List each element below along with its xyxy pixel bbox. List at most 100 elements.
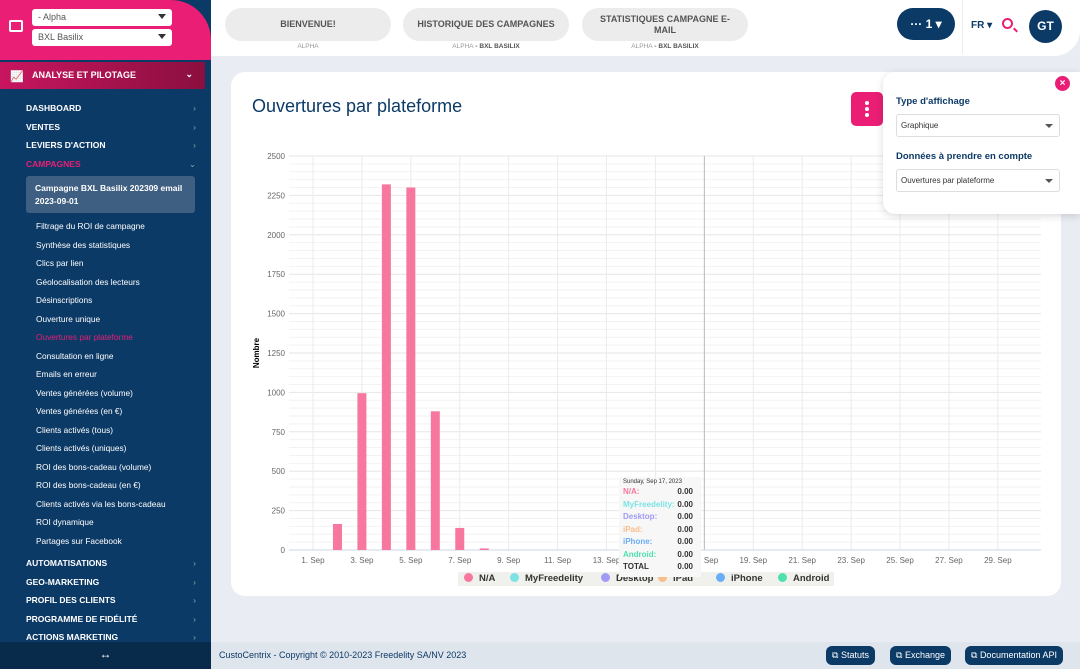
sidebar-subitem[interactable]: Clics par lien — [36, 258, 84, 268]
search-icon[interactable] — [1002, 18, 1013, 29]
sidebar-subitem[interactable]: Emails en erreur — [36, 369, 97, 379]
tooltip-row: Desktop: 0.00 — [623, 512, 697, 525]
legend-label: Desktop — [616, 573, 654, 584]
chevron-right-icon: › — [193, 122, 196, 132]
nav-label: PROGRAMME DE FIDÉLITÉ — [26, 613, 138, 624]
notifications-button[interactable]: ··· 1 ▾ — [897, 8, 955, 40]
bar — [381, 184, 391, 551]
options-menu-button[interactable] — [851, 92, 883, 126]
display-type-label: Type d'affichage — [896, 96, 970, 107]
exchange-button[interactable]: ⧉ Exchange — [890, 646, 951, 665]
org-select[interactable]: - Alpha — [32, 9, 172, 26]
tab-sub: ALPHA — [297, 43, 319, 50]
sidebar-subitem[interactable]: Partages sur Facebook — [36, 535, 122, 546]
tooltip-name: Android: — [623, 549, 657, 559]
nav-label: DASHBOARD — [26, 103, 82, 113]
x-tick-label: 3. Sep — [350, 556, 374, 565]
sidebar-subitem[interactable]: Clients activés via les bons-cadeau — [36, 498, 166, 509]
section-analyse-pilotage[interactable]: 📈 ANALYSE ET PILOTAGE ⌄ — [0, 62, 205, 89]
sidebar-subitem[interactable]: Ouverture unique — [36, 313, 101, 324]
tab-sub: ALPHA - BXL BASILIX — [452, 43, 520, 50]
page-title: Ouvertures par plateforme — [252, 96, 463, 116]
y-tick-label: 2000 — [267, 231, 285, 240]
sidebar-subitem[interactable]: ROI des bons-cadeau (volume) — [36, 461, 152, 472]
sidebar-subitem[interactable]: ROI des bons-cadeau (en €) — [36, 480, 141, 490]
language-select[interactable]: FR ▾ — [971, 20, 993, 31]
x-tick-label: 19. Sep — [739, 556, 767, 565]
tooltip-name: MyFreedelity: — [623, 499, 675, 509]
nav-label: GEO-MARKETING — [26, 576, 100, 587]
tooltip-row: MyFreedelity: 0.00 — [623, 500, 697, 513]
legend-label: MyFreedelity — [525, 573, 584, 584]
tooltip-value: 0.00 — [677, 537, 693, 546]
sidebar-subitem[interactable]: Clients activés (tous) — [36, 424, 114, 435]
sidebar-item[interactable]: GEO-MARKETING › — [26, 577, 196, 587]
tooltip-value: 0.00 — [677, 524, 693, 534]
sidebar-subitem[interactable]: Filtrage du ROI de campagne — [36, 221, 145, 231]
sidebar-subitem[interactable]: ROI dynamique — [36, 517, 94, 527]
sidebar-header: - Alpha BXL Basilix — [0, 0, 211, 60]
y-tick-label: 750 — [272, 428, 286, 437]
sidebar-subitem[interactable]: Ventes générées (volume) — [36, 387, 133, 398]
sidebar-subitem[interactable]: Clients activés (uniques) — [36, 443, 127, 453]
org-select-value: - Alpha — [38, 12, 67, 22]
legend-item[interactable]: MyFreedelity — [510, 573, 583, 584]
sidebar-item-ventes[interactable]: VENTES › — [26, 122, 196, 132]
topbar: BIENVENUE! ALPHA HISTORIQUE DES CAMPAGNE… — [211, 0, 1080, 56]
avatar[interactable]: GT — [1029, 10, 1062, 43]
legend-item[interactable]: Desktop — [601, 573, 653, 584]
tooltip-row: TOTAL 0.00 — [623, 562, 697, 575]
x-tick-label: 29. Sep — [984, 556, 1012, 565]
store-select-value: BXL Basilix — [38, 32, 84, 42]
documentation-api-button[interactable]: ⧉ Documentation API — [965, 646, 1063, 665]
sidebar-item[interactable]: PROFIL DES CLIENTS › — [26, 595, 196, 605]
sidebar-item[interactable]: PROGRAMME DE FIDÉLITÉ › — [26, 614, 196, 624]
legend-item[interactable]: iPhone — [716, 573, 763, 584]
sidebar-item-dashboard[interactable]: DASHBOARD › — [26, 103, 196, 113]
x-tick-label: 27. Sep — [935, 556, 963, 565]
bar — [479, 548, 489, 550]
divider — [962, 0, 963, 54]
y-tick-label: 1250 — [267, 349, 285, 358]
y-tick-label: 1500 — [267, 310, 285, 319]
display-type-select[interactable]: Graphique — [896, 114, 1060, 137]
sidebar-subitem[interactable]: Ouvertures par plateforme — [36, 332, 133, 342]
tab-statistiques[interactable]: STATISTIQUES CAMPAGNE E-MAIL — [582, 8, 748, 41]
chevron-right-icon: › — [193, 140, 196, 150]
legend-item[interactable]: iPad — [658, 573, 693, 584]
tooltip-value: 0.00 — [677, 499, 693, 509]
sidebar-subitem[interactable]: Consultation en ligne — [36, 350, 114, 361]
x-tick-label: 7. Sep — [448, 556, 472, 565]
collapse-sidebar-button[interactable]: ↔ — [0, 642, 211, 669]
sidebar-item[interactable]: ACTIONS MARKETING › — [26, 632, 196, 642]
data-source-select[interactable]: Ouvertures par plateforme — [896, 169, 1060, 192]
legend-label: Android — [793, 573, 830, 584]
campaign-item[interactable]: Campagne BXL Basilix 202309 email 2023-0… — [26, 176, 195, 213]
x-tick-label: 1. Sep — [301, 556, 325, 565]
bar — [430, 411, 440, 550]
y-tick-label: 500 — [272, 467, 286, 476]
sidebar-subitem[interactable]: Synthèse des statistiques — [36, 239, 131, 250]
legend-item[interactable]: Android — [778, 573, 829, 584]
nav-label: CAMPAGNES — [26, 159, 81, 169]
sidebar-item-campagnes[interactable]: CAMPAGNES ⌄ — [26, 159, 196, 169]
close-icon[interactable]: × — [1055, 76, 1070, 91]
chevron-right-icon: › — [193, 613, 196, 624]
statuts-button[interactable]: ⧉ Statuts — [826, 646, 875, 665]
sidebar-item[interactable]: AUTOMATISATIONS › — [26, 558, 196, 568]
chevron-right-icon: › — [193, 103, 196, 113]
chart-legend: N/A MyFreedelity Desktop iPad iPhone Android — [458, 572, 834, 586]
bar — [455, 527, 465, 550]
sidebar-subitem[interactable]: Ventes générées (en €) — [36, 406, 123, 416]
sidebar-subitem[interactable]: Géolocalisation des lecteurs — [36, 276, 140, 287]
tab-historique[interactable]: HISTORIQUE DES CAMPAGNES — [403, 8, 569, 41]
chevron-right-icon: › — [193, 576, 196, 587]
chevron-right-icon: › — [193, 595, 196, 605]
legend-dot — [778, 573, 787, 582]
sidebar-subitem[interactable]: Désinscriptions — [36, 295, 93, 305]
legend-item[interactable]: N/A — [464, 573, 495, 584]
sidebar-item-leviers-d-action[interactable]: LEVIERS D'ACTION › — [26, 140, 196, 150]
store-select[interactable]: BXL Basilix — [32, 29, 172, 46]
tab-bienvenue[interactable]: BIENVENUE! — [225, 8, 391, 41]
footer: CustoCentrix - Copyright © 2010-2023 Fre… — [211, 642, 1080, 669]
